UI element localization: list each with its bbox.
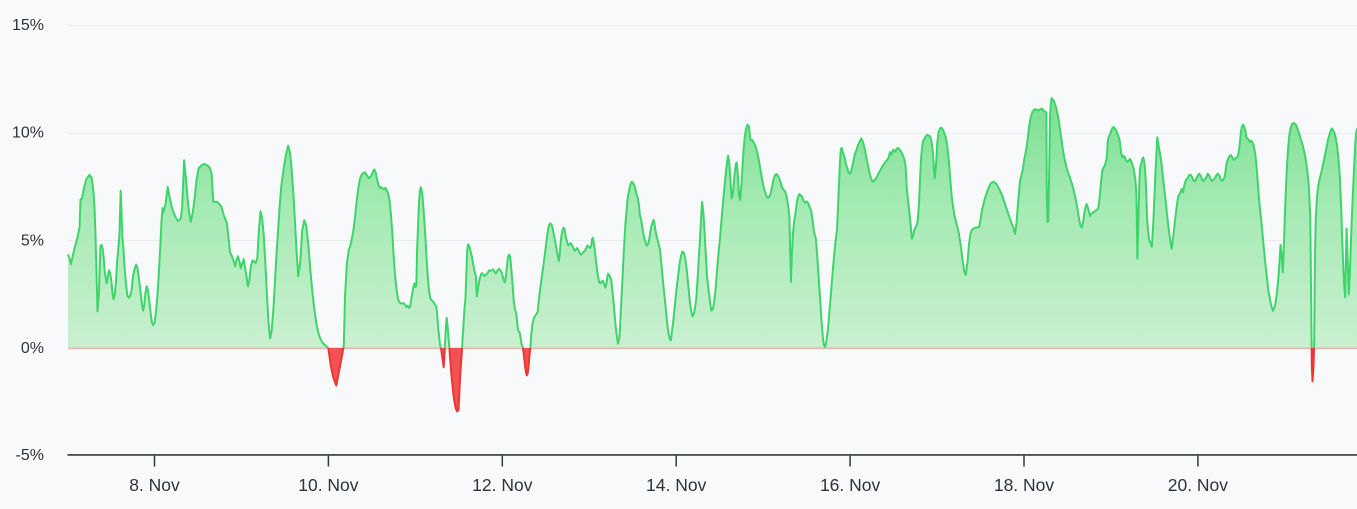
svg-text:18. Nov: 18. Nov (994, 475, 1055, 495)
svg-text:20. Nov: 20. Nov (1168, 475, 1229, 495)
svg-text:16. Nov: 16. Nov (820, 475, 881, 495)
svg-text:10%: 10% (12, 125, 44, 142)
svg-text:-5%: -5% (16, 447, 44, 464)
svg-text:15%: 15% (12, 17, 44, 34)
svg-text:12. Nov: 12. Nov (472, 475, 533, 495)
svg-text:0%: 0% (21, 340, 44, 357)
svg-text:8. Nov: 8. Nov (129, 475, 180, 495)
svg-text:5%: 5% (21, 232, 44, 249)
svg-text:14. Nov: 14. Nov (646, 475, 707, 495)
svg-text:10. Nov: 10. Nov (298, 475, 359, 495)
